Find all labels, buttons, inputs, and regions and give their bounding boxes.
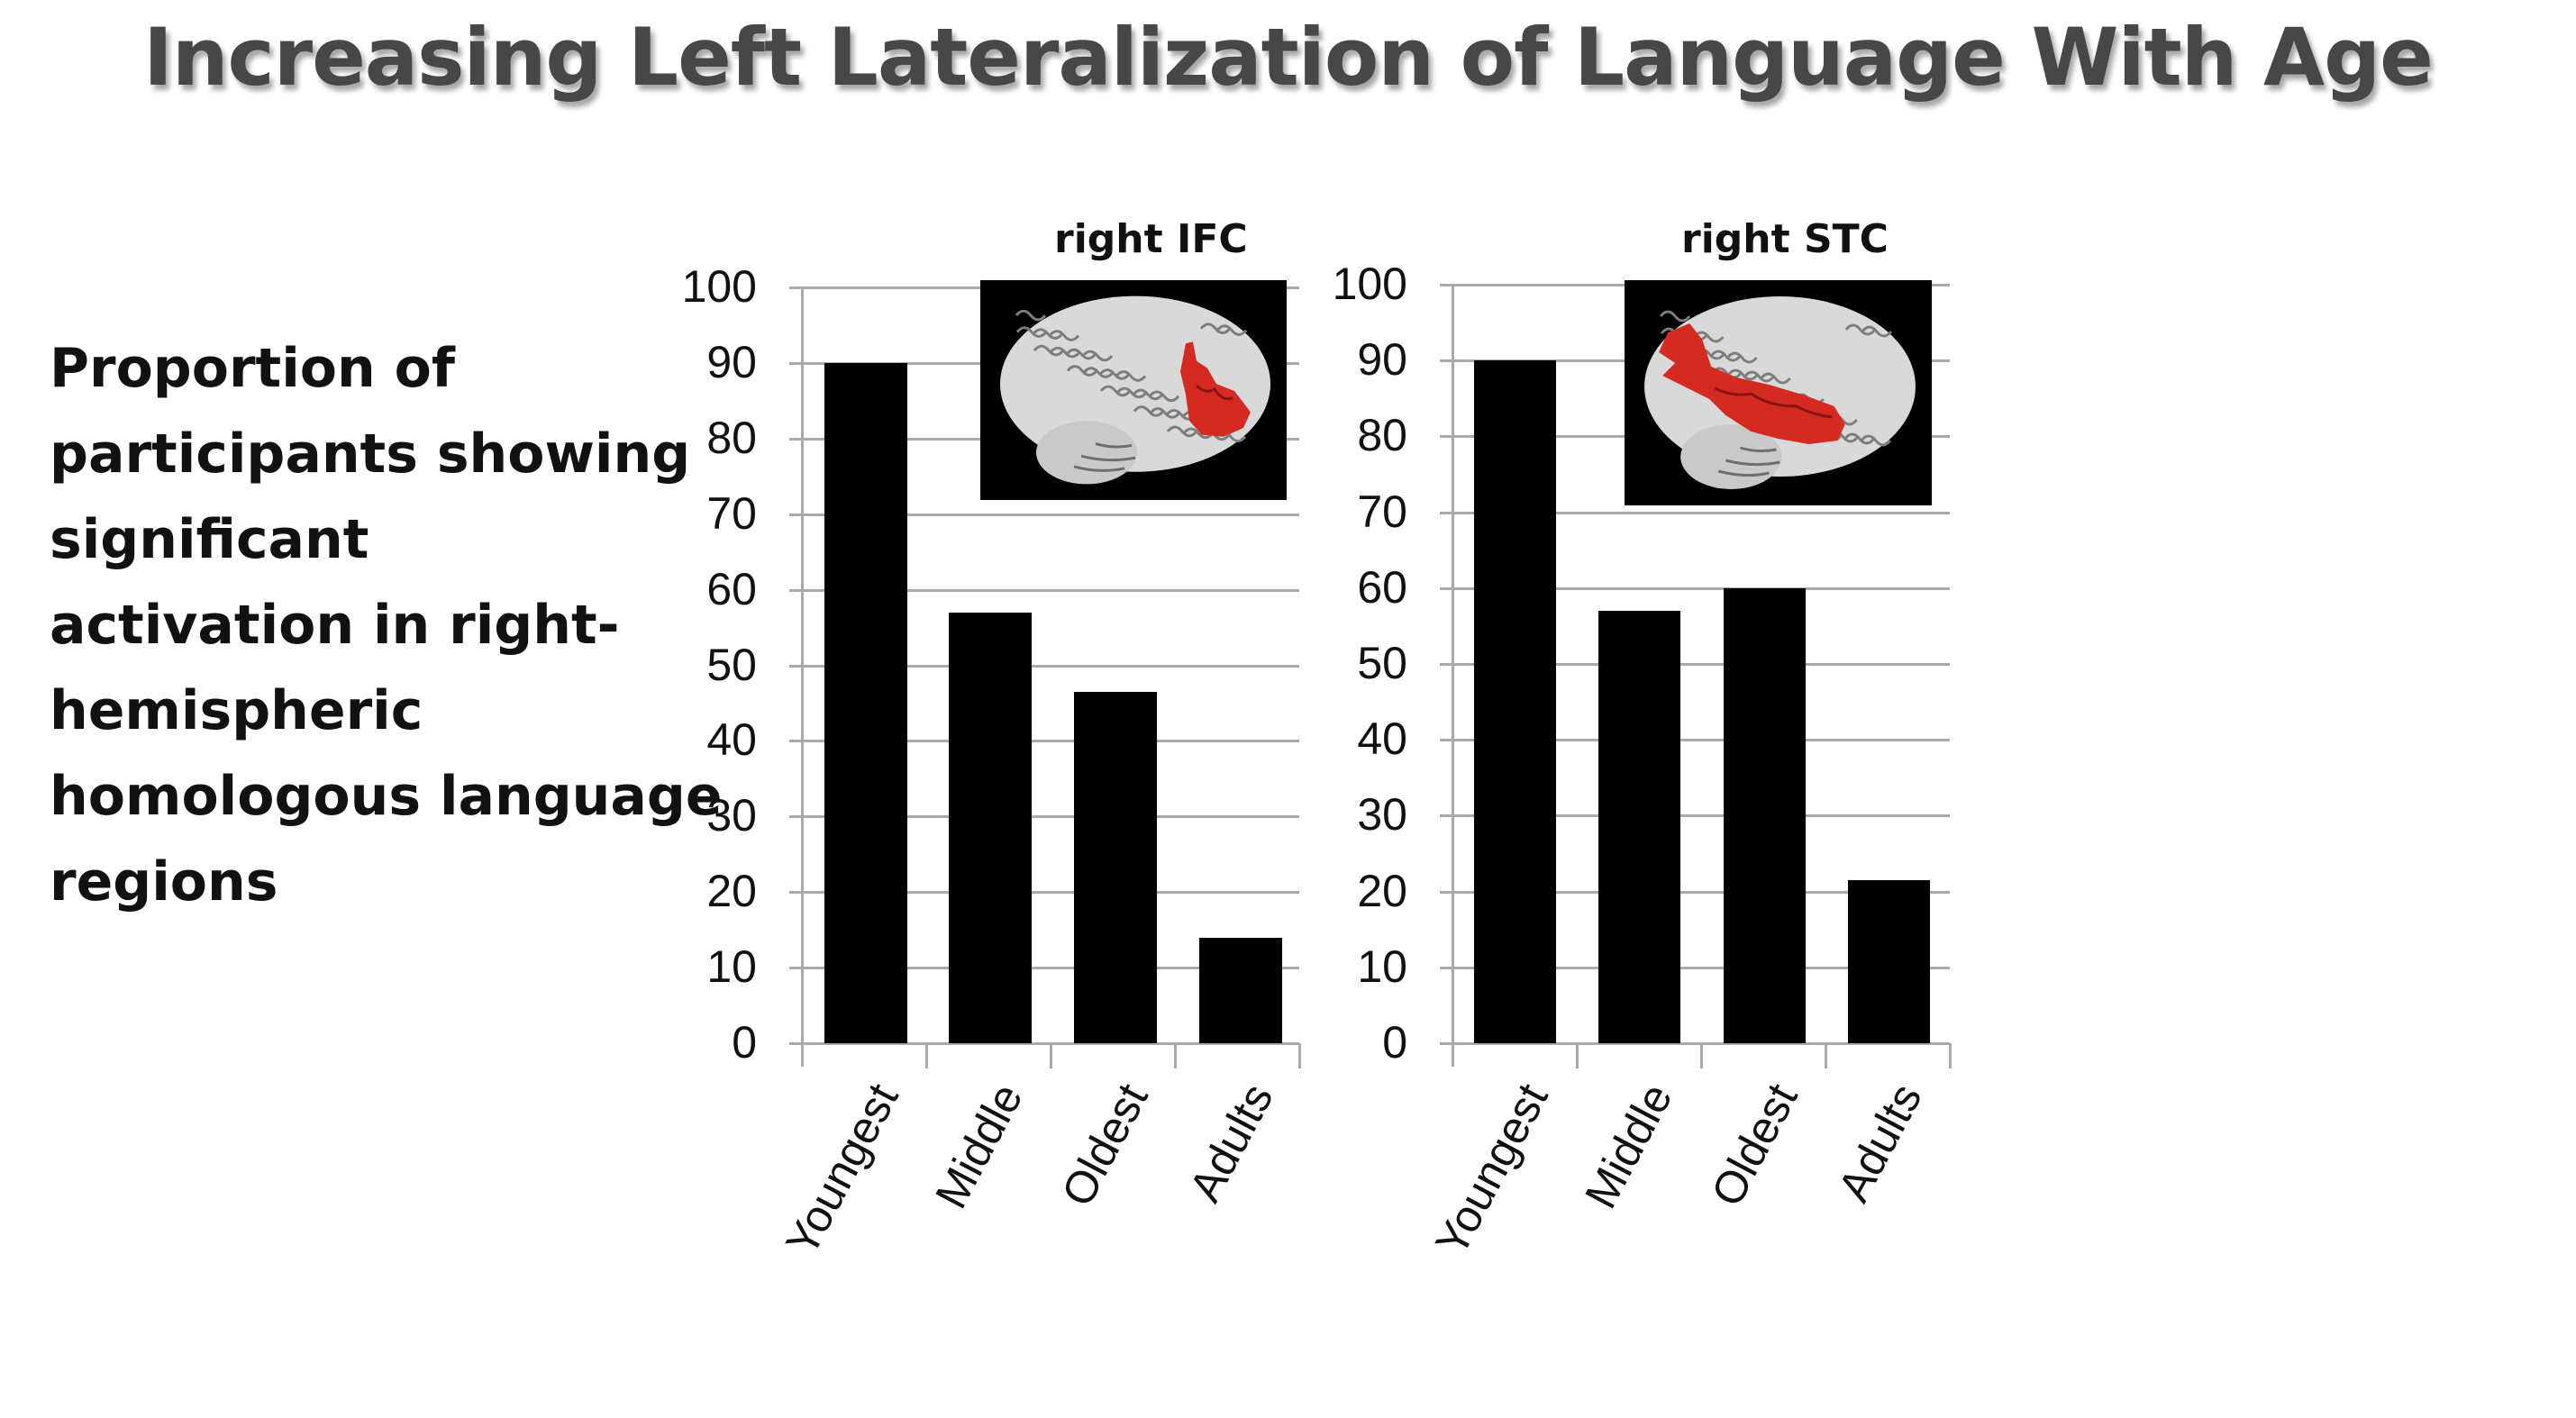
gridline bbox=[789, 967, 1299, 970]
y-tick-label: 0 bbox=[1382, 1017, 1407, 1068]
description-line: activation in right- bbox=[50, 594, 620, 657]
y-tick-label: 80 bbox=[706, 412, 757, 463]
gridline bbox=[1440, 1042, 1950, 1045]
y-tick-label: 30 bbox=[706, 790, 757, 841]
x-tick bbox=[925, 1043, 928, 1068]
x-tick bbox=[1700, 1043, 1703, 1068]
gridline bbox=[789, 664, 1299, 668]
bar-oldest bbox=[1074, 691, 1157, 1043]
y-tick-label: 80 bbox=[1357, 410, 1407, 461]
gridline bbox=[1440, 814, 1950, 818]
y-tick-label: 40 bbox=[706, 714, 757, 766]
y-tick-label: 20 bbox=[706, 866, 757, 917]
bar-middle bbox=[1598, 611, 1680, 1043]
description-line: Proportion of bbox=[50, 337, 455, 400]
x-tick bbox=[1050, 1043, 1052, 1068]
y-tick-label: 10 bbox=[706, 941, 757, 993]
description-line: participants showing bbox=[50, 423, 691, 486]
y-axis-description: Proportion of participants showing signi… bbox=[50, 326, 723, 925]
bar-adults bbox=[1848, 879, 1930, 1043]
gridline bbox=[789, 1042, 1299, 1045]
gridline bbox=[1440, 663, 1950, 666]
brain-inset-stc bbox=[1625, 280, 1932, 505]
y-tick-label: 100 bbox=[681, 261, 757, 312]
gridline bbox=[1440, 966, 1950, 969]
bar-adults bbox=[1199, 937, 1282, 1043]
gridline bbox=[1440, 739, 1950, 742]
bar-oldest bbox=[1724, 587, 1806, 1043]
gridline bbox=[789, 891, 1299, 895]
y-tick-label: 20 bbox=[1357, 865, 1407, 916]
slide-title: Increasing Left Lateralization of Langua… bbox=[143, 11, 2434, 104]
panel-title: right IFC bbox=[1054, 216, 1248, 262]
y-tick-label: 60 bbox=[1357, 561, 1407, 613]
brain-inset-ifc bbox=[980, 280, 1287, 500]
y-tick-label: 90 bbox=[1357, 334, 1407, 386]
y-tick-label: 0 bbox=[732, 1017, 757, 1068]
gridline bbox=[1440, 511, 1950, 514]
gridline bbox=[1440, 890, 1950, 894]
y-axis-line bbox=[801, 287, 804, 1067]
y-tick-label: 50 bbox=[706, 639, 757, 690]
y-tick-label: 70 bbox=[706, 487, 757, 539]
gridline bbox=[789, 588, 1299, 592]
description-line: homologous language bbox=[50, 765, 723, 828]
description-line: regions bbox=[50, 850, 278, 914]
bar-middle bbox=[949, 612, 1032, 1043]
gridline bbox=[1440, 586, 1950, 590]
x-tick bbox=[1949, 1043, 1952, 1068]
bar-youngest bbox=[824, 362, 907, 1043]
y-tick-label: 10 bbox=[1357, 941, 1407, 992]
gridline bbox=[789, 740, 1299, 743]
y-tick-label: 70 bbox=[1357, 486, 1407, 537]
y-tick-label: 30 bbox=[1357, 789, 1407, 841]
panel-title: right STC bbox=[1681, 216, 1889, 262]
bar-youngest bbox=[1474, 360, 1556, 1043]
y-tick-label: 100 bbox=[1332, 259, 1407, 309]
x-tick bbox=[1174, 1043, 1177, 1068]
x-tick bbox=[1825, 1043, 1827, 1068]
y-tick-label: 60 bbox=[706, 563, 757, 614]
description-line: significant bbox=[50, 508, 369, 571]
gridline bbox=[789, 513, 1299, 516]
x-tick bbox=[1298, 1043, 1301, 1068]
y-tick-label: 40 bbox=[1357, 714, 1407, 765]
gridline bbox=[789, 815, 1299, 819]
y-tick-label: 90 bbox=[706, 336, 757, 387]
x-tick bbox=[1576, 1043, 1579, 1068]
description-line: hemispheric bbox=[50, 679, 423, 742]
y-tick-label: 50 bbox=[1357, 638, 1407, 688]
y-axis-line bbox=[1452, 285, 1454, 1067]
